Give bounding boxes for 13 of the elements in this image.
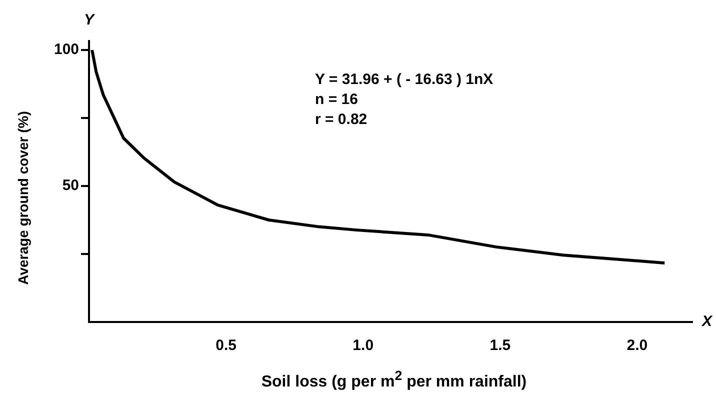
- text: X: [701, 313, 713, 330]
- y-axis-title: Average ground cover (%): [15, 110, 31, 287]
- annotation: Y = 31.96 + ( - 16.63 ) 1nX: [315, 71, 494, 88]
- x-tick-label: 2.0: [626, 337, 648, 354]
- y-tick-label: 100: [54, 41, 80, 58]
- x-tick-label: 1.5: [490, 337, 511, 354]
- text: Y: [84, 12, 96, 29]
- x-tick-label: 0.5: [216, 337, 236, 354]
- x-tick-label: 1.0: [352, 337, 374, 354]
- annotation: r = 0.82: [315, 111, 368, 128]
- x-axis-title: Soil loss (g per m$^{2}$ per mm rainfall): [260, 368, 528, 392]
- y-tick-label: 50: [62, 177, 80, 194]
- annotation: n = 16: [315, 91, 358, 108]
